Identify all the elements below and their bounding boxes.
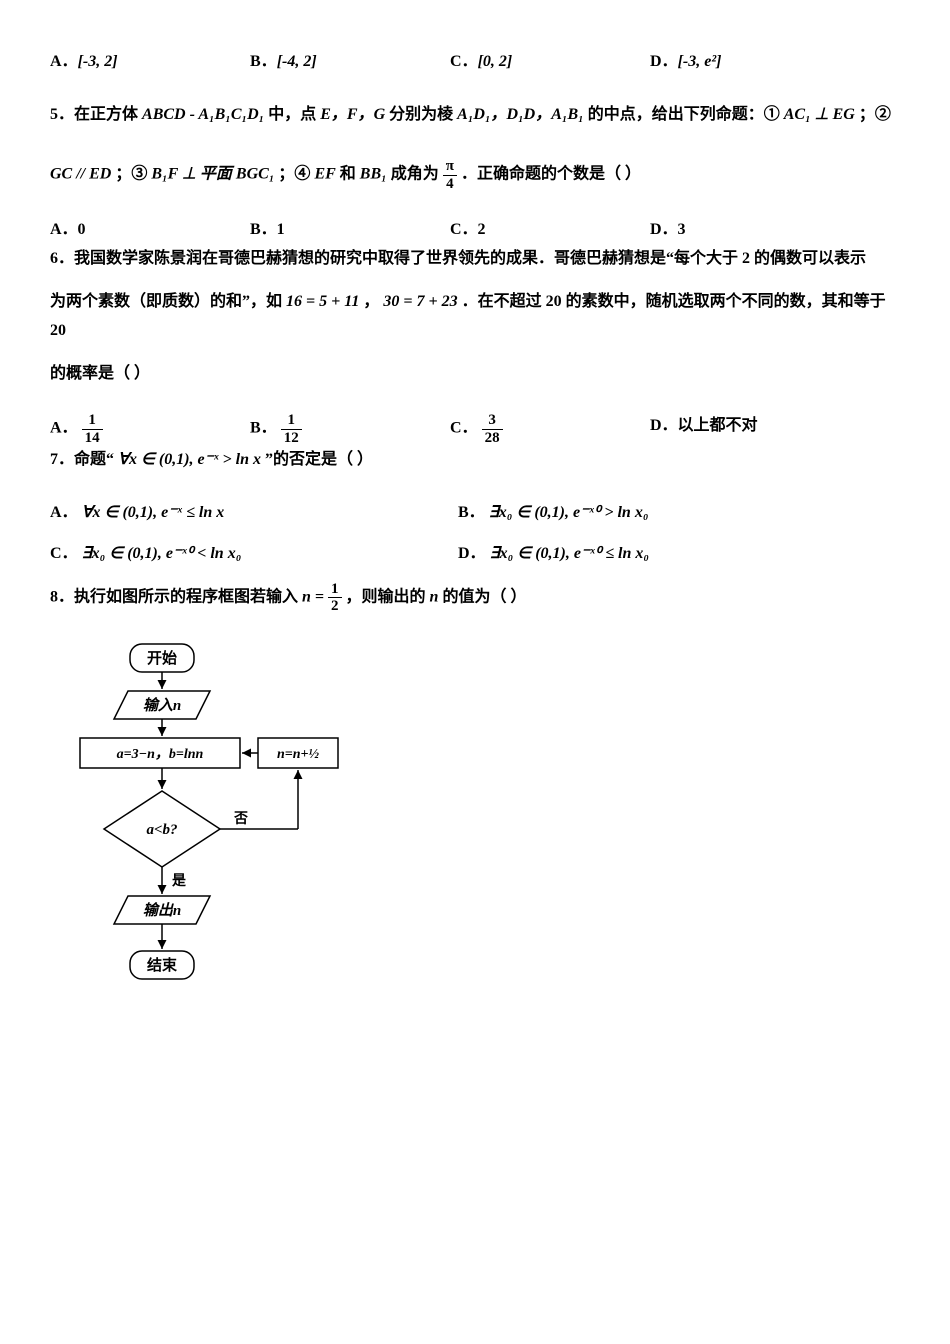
pi-over-4: π4 [443, 158, 457, 192]
q5-option-c: C．2 [450, 216, 590, 245]
fc-assign: a=3−n，b=lnn [117, 747, 204, 762]
q4-option-d: D．[-3, e²] [650, 48, 790, 77]
q8-text: 8．执行如图所示的程序框图若输入 n = 12 ，则输出的 n 的值为（ ） [50, 581, 900, 615]
q7-text: 7．命题“ ∀x ∈ (0,1), e⁻ˣ > ln x ”的否定是（ ） [50, 446, 900, 475]
q6-option-c: C． 328 [450, 412, 590, 446]
q6-options: A． 114 B． 112 C． 328 D．以上都不对 [50, 412, 900, 446]
q5-options: A．0 B．1 C．2 D．3 [50, 216, 900, 245]
fc-no: 否 [233, 811, 248, 827]
q6-text: 6．我国数学家陈景润在哥德巴赫猜想的研究中取得了世界领先的成果．哥德巴赫猜想是“… [50, 245, 900, 388]
q6-option-d: D．以上都不对 [650, 412, 790, 446]
q6-option-b: B． 112 [250, 412, 390, 446]
q7-option-d: D． ∃x₀ ∈ (0,1), e⁻ˣ⁰ ≤ ln x₀ [458, 540, 866, 569]
q5-option-a: A．0 [50, 216, 190, 245]
fc-cond: a<b? [146, 822, 177, 838]
fc-step: n=n+½ [277, 747, 320, 762]
q7-option-a: A． ∀x ∈ (0,1), e⁻ˣ ≤ ln x [50, 499, 458, 528]
fc-input: 输入n [143, 696, 181, 714]
q5-option-d: D．3 [650, 216, 790, 245]
flowchart: 开始 输入n a=3−n，b=lnn n=n+½ a<b? 否 是 输出n 结束 [70, 639, 900, 1070]
q7-option-b: B． ∃x₀ ∈ (0,1), e⁻ˣ⁰ > ln x₀ [458, 499, 866, 528]
q5-option-b: B．1 [250, 216, 390, 245]
q6-option-a: A． 114 [50, 412, 190, 446]
q4-option-c: C．[0, 2] [450, 48, 590, 77]
q7-option-c: C． ∃x₀ ∈ (0,1), e⁻ˣ⁰ < ln x₀ [50, 540, 458, 569]
fc-end: 结束 [147, 956, 178, 974]
fc-output: 输出n [143, 901, 181, 919]
q4-option-a: A．[-3, 2] [50, 48, 190, 77]
fc-start: 开始 [147, 649, 177, 667]
q5-text: 5．在正方体 ABCD - A₁B₁C₁D₁ 中，点 E，F，G 分别为棱 A₁… [50, 101, 900, 193]
fc-yes: 是 [172, 873, 187, 889]
q7-options: A． ∀x ∈ (0,1), e⁻ˣ ≤ ln x B． ∃x₀ ∈ (0,1)… [50, 499, 900, 581]
flowchart-svg: 开始 输入n a=3−n，b=lnn n=n+½ a<b? 否 是 输出n 结束 [70, 639, 370, 1059]
q4-options: A．[-3, 2] B．[-4, 2] C．[0, 2] D．[-3, e²] [50, 48, 900, 77]
q4-option-b: B．[-4, 2] [250, 48, 390, 77]
